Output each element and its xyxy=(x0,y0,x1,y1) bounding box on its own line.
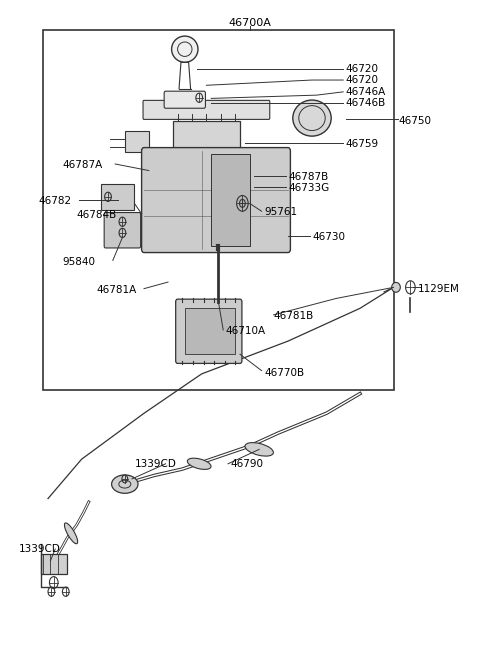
Ellipse shape xyxy=(245,443,274,456)
Bar xyxy=(43,30,394,390)
Text: 95840: 95840 xyxy=(62,257,96,268)
Text: 1339CD: 1339CD xyxy=(19,544,61,554)
Text: 46710A: 46710A xyxy=(226,326,266,337)
Text: 46781B: 46781B xyxy=(274,311,314,321)
Text: 46781A: 46781A xyxy=(96,285,136,295)
Text: 1339CD: 1339CD xyxy=(134,459,176,469)
Text: 46733G: 46733G xyxy=(288,183,329,194)
Text: 46746A: 46746A xyxy=(346,87,386,97)
Text: 46787B: 46787B xyxy=(288,172,328,182)
Text: 46730: 46730 xyxy=(312,232,345,243)
Ellipse shape xyxy=(172,36,198,62)
Text: 95761: 95761 xyxy=(264,207,297,217)
FancyBboxPatch shape xyxy=(104,213,141,248)
Text: 46720: 46720 xyxy=(346,75,379,85)
FancyBboxPatch shape xyxy=(142,148,290,253)
Ellipse shape xyxy=(392,282,400,293)
Text: 46746B: 46746B xyxy=(346,98,386,108)
Bar xyxy=(173,121,240,152)
Text: 46782: 46782 xyxy=(38,196,72,207)
FancyBboxPatch shape xyxy=(164,91,205,108)
Ellipse shape xyxy=(187,458,211,470)
Text: 46784B: 46784B xyxy=(77,210,117,220)
Text: 1129EM: 1129EM xyxy=(418,283,459,294)
Ellipse shape xyxy=(111,475,138,493)
Ellipse shape xyxy=(64,523,78,544)
Bar xyxy=(125,131,149,152)
Bar xyxy=(211,154,250,246)
FancyBboxPatch shape xyxy=(176,299,242,363)
Text: 46770B: 46770B xyxy=(264,367,304,378)
Text: 46750: 46750 xyxy=(398,116,432,127)
Text: 46700A: 46700A xyxy=(228,18,271,28)
Ellipse shape xyxy=(293,100,331,136)
Text: 46787A: 46787A xyxy=(62,160,103,171)
Bar xyxy=(101,184,134,210)
Bar xyxy=(185,308,235,354)
Text: 46759: 46759 xyxy=(346,139,379,150)
Text: 46720: 46720 xyxy=(346,64,379,74)
FancyBboxPatch shape xyxy=(143,100,270,119)
Bar xyxy=(41,554,67,574)
Text: 46790: 46790 xyxy=(230,459,264,469)
